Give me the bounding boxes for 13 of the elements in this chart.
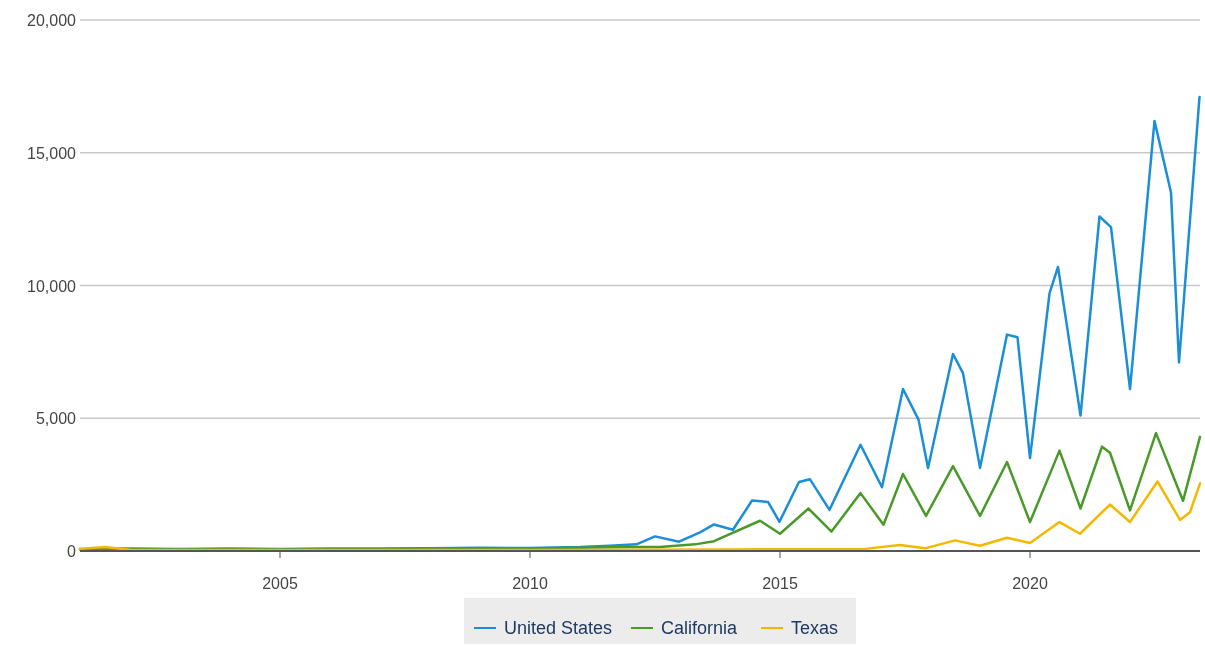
- legend-label: United States: [504, 618, 613, 638]
- x-tick-label: 2005: [262, 575, 298, 592]
- x-tick-label: 2010: [512, 575, 548, 592]
- x-tick-label: 2020: [1012, 575, 1048, 592]
- legend-label: California: [661, 618, 739, 638]
- y-tick-label: 0: [67, 543, 77, 560]
- legend-label: Texas: [791, 618, 839, 638]
- y-tick-label: 20,000: [27, 12, 77, 29]
- line-series: [78, 480, 1202, 552]
- y-tick-label: 15,000: [27, 144, 77, 162]
- y-tick-label: 5,000: [35, 410, 77, 428]
- y-tick-label: 10,000: [27, 277, 77, 295]
- x-tick-label: 2015: [762, 575, 798, 592]
